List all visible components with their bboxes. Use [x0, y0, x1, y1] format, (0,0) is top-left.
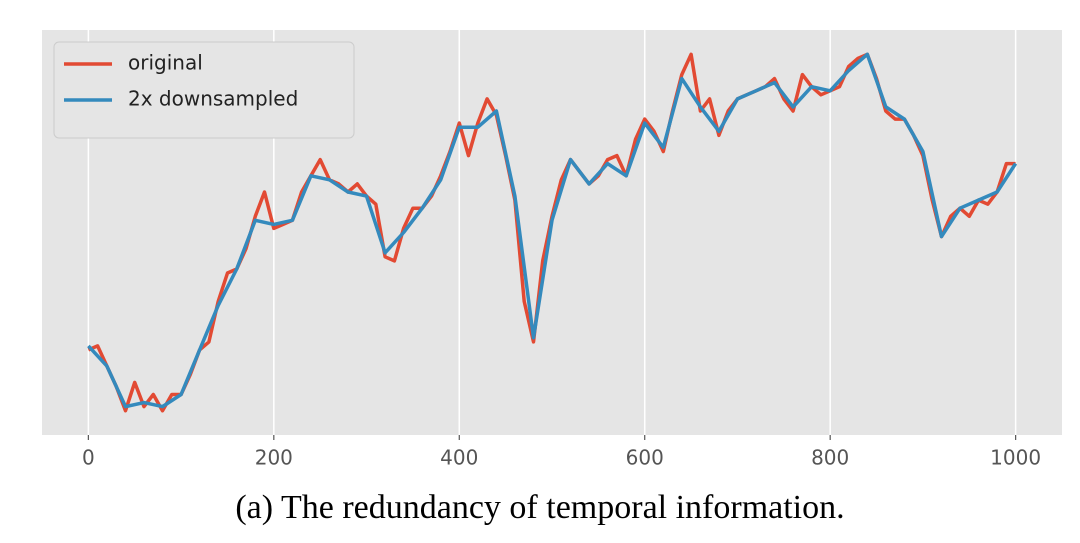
legend-label: original: [128, 51, 203, 75]
x-tick-label: 400: [440, 446, 478, 470]
lines: [87, 52, 1018, 413]
legend-label: 2x downsampled: [128, 87, 298, 111]
x-tick-label: 800: [811, 446, 849, 470]
legend: original 2x downsampled: [53, 41, 355, 139]
x-tick-label: 1000: [990, 446, 1041, 470]
x-tick-label: 200: [255, 446, 293, 470]
legend-box: [53, 41, 355, 139]
x-tick-label: 0: [82, 446, 95, 470]
grid: 0 200 400 600 800 1000: [82, 30, 1041, 470]
caption: (a) The redundancy of temporal informati…: [235, 489, 844, 526]
x-tick-label: 600: [626, 446, 664, 470]
series-line: [87, 52, 1018, 409]
